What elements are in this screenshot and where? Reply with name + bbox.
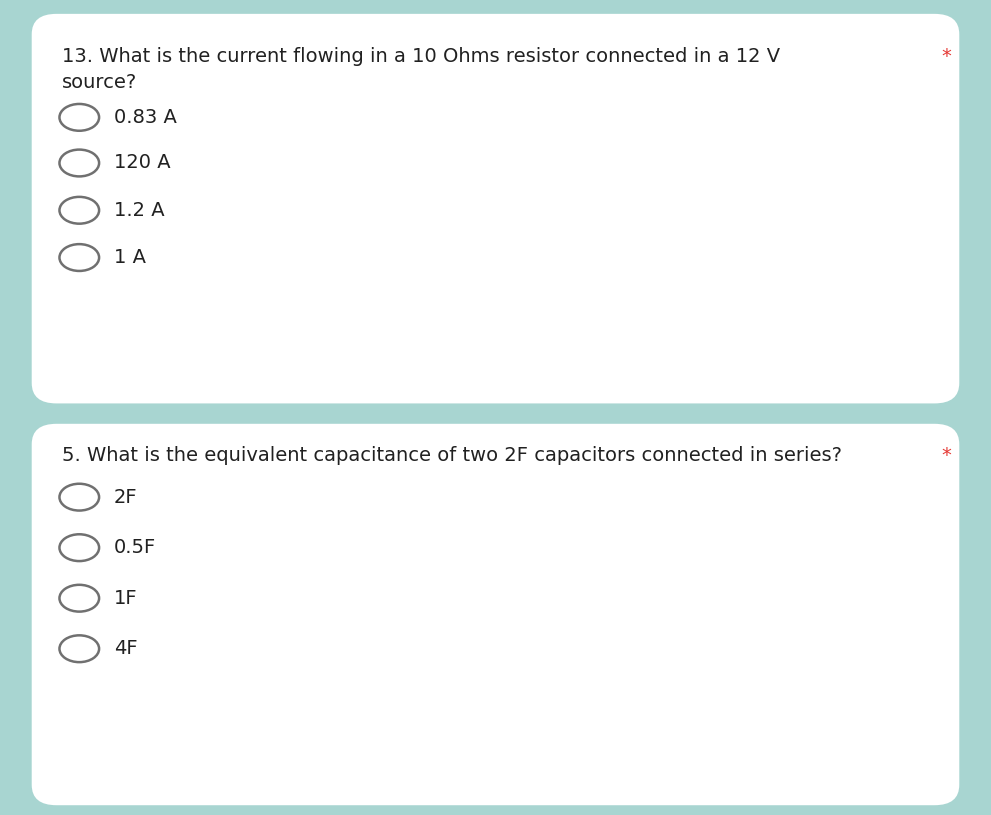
Text: *: *: [941, 47, 951, 66]
Text: 1F: 1F: [114, 588, 138, 608]
FancyBboxPatch shape: [32, 424, 959, 805]
Text: 5. What is the equivalent capacitance of two 2F capacitors connected in series?: 5. What is the equivalent capacitance of…: [62, 446, 842, 465]
Text: 120 A: 120 A: [114, 153, 170, 173]
Text: 0.83 A: 0.83 A: [114, 108, 176, 127]
Text: *: *: [941, 446, 951, 465]
Text: 1 A: 1 A: [114, 248, 146, 267]
Text: 0.5F: 0.5F: [114, 538, 157, 557]
FancyBboxPatch shape: [32, 14, 959, 403]
Text: 4F: 4F: [114, 639, 138, 659]
Text: 13. What is the current flowing in a 10 Ohms resistor connected in a 12 V: 13. What is the current flowing in a 10 …: [62, 47, 781, 66]
Text: source?: source?: [62, 73, 138, 92]
Text: 2F: 2F: [114, 487, 138, 507]
Text: 1.2 A: 1.2 A: [114, 200, 165, 220]
